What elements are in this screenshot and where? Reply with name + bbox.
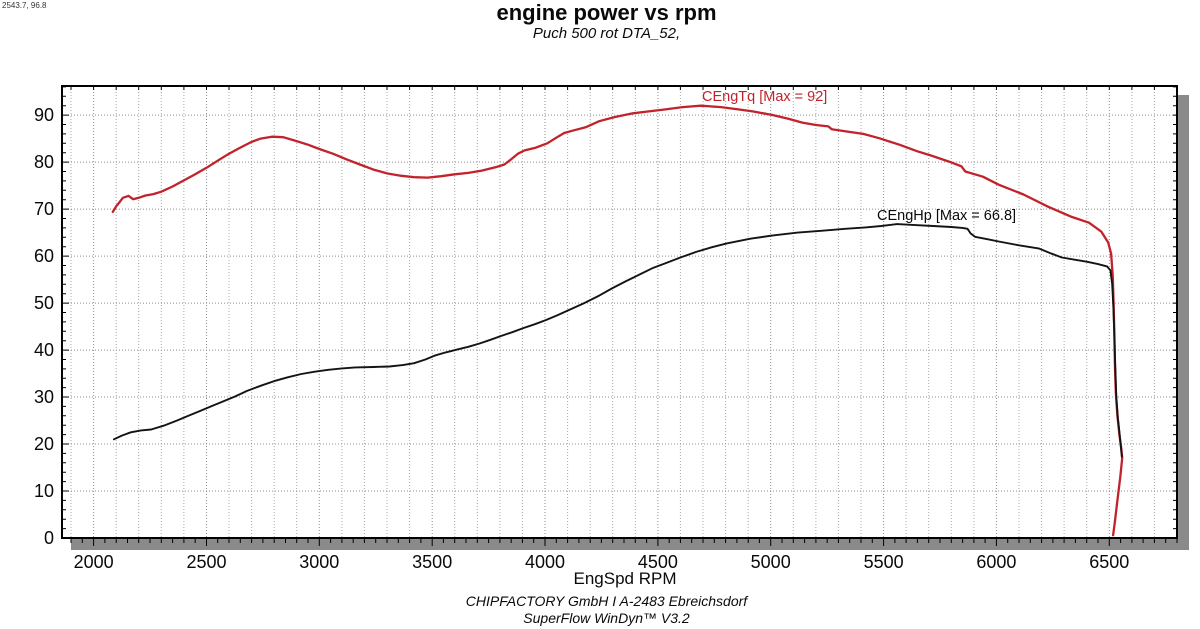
major-vertical-gridlines	[93, 86, 1110, 538]
torque-series-label: CEngTq [Max = 92]	[702, 89, 828, 105]
x-tick-label: 4500	[637, 552, 678, 572]
y-tick-label: 10	[33, 481, 54, 501]
plot-frame	[61, 85, 1178, 539]
x-tick-label: 3500	[412, 552, 453, 572]
y-tick-label: 20	[33, 434, 54, 455]
axis-tick-marks	[62, 86, 1178, 546]
x-tick-label: 3000	[299, 552, 340, 572]
chart-title: engine power vs rpm	[496, 0, 717, 25]
x-tick-label: 5500	[863, 552, 904, 572]
power-curve	[112, 223, 1123, 458]
y-tick-label: 0	[43, 528, 54, 548]
y-tick-label: 30	[33, 387, 54, 408]
y-tick-label: 60	[33, 246, 54, 267]
power-series-label: CEngHp [Max = 66.8]	[877, 208, 1017, 224]
y-tick-label: 40	[33, 340, 54, 361]
cursor-readout: 2543.7, 96.8	[2, 1, 47, 10]
x-tick-label: 4000	[524, 552, 566, 572]
x-tick-label: 5000	[750, 552, 791, 572]
torque-curve	[111, 104, 1124, 537]
plot-area	[62, 86, 1177, 538]
footer-company: CHIPFACTORY GmbH I A-2483 Ebreichsdorf	[465, 593, 748, 609]
minor-vertical-gridlines	[70, 86, 1178, 538]
y-tick-label: 90	[33, 105, 54, 126]
footer-software: SuperFlow WinDyn™ V3.2	[523, 610, 690, 626]
x-axis-title: EngSpd RPM	[573, 569, 677, 588]
x-tick-label: 6500	[1089, 552, 1130, 572]
y-tick-label: 70	[33, 199, 54, 220]
x-tick-label: 6000	[976, 552, 1017, 572]
x-tick-label: 2500	[186, 552, 227, 572]
y-tick-label: 50	[33, 293, 54, 314]
x-tick-label: 2000	[73, 552, 114, 572]
y-tick-label: 80	[33, 152, 54, 173]
chart-subtitle: Puch 500 rot DTA_52,	[532, 25, 681, 42]
